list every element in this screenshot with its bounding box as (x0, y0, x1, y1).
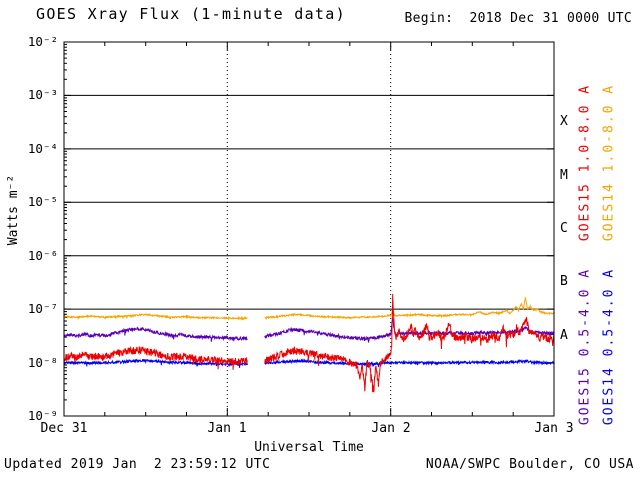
flare-class-letter: M (560, 168, 568, 183)
y-tick-label: 10⁻³ (27, 87, 58, 102)
series-trace-0 (264, 293, 555, 393)
plot-border (63, 41, 555, 417)
y-tick-label: 10⁻⁷ (27, 301, 58, 316)
credit-text: NOAA/SWPC Boulder, CO USA (425, 457, 634, 472)
updated-timestamp: Updated 2019 Jan 2 23:59:12 UTC (4, 457, 271, 472)
page-title: GOES Xray Flux (1-minute data) (36, 5, 346, 23)
series-trace-2 (63, 326, 248, 342)
y-tick-label: 10⁻⁵ (27, 194, 58, 209)
x-tick-label: Jan 3 (534, 421, 574, 436)
legend-goes15-long: GOES15 1.0-8.0 A (577, 83, 593, 242)
series-trace-2 (264, 317, 555, 343)
begin-timestamp: Begin: 2018 Dec 31 0000 UTC (404, 11, 632, 26)
series-trace-0 (63, 345, 248, 370)
series-trace-3 (63, 358, 248, 368)
legend-goes14-short: GOES14 0.5-4.0 A (601, 267, 617, 426)
x-axis-label: Universal Time (254, 440, 364, 455)
legend-goes14-long: GOES14 1.0-8.0 A (601, 83, 617, 242)
flare-class-letter: C (560, 221, 568, 236)
y-tick-label: 10⁻⁹ (27, 408, 58, 423)
x-tick-label: Jan 2 (371, 421, 411, 436)
y-tick-label: 10⁻² (27, 34, 58, 49)
flare-class-letter: A (560, 328, 568, 343)
flare-class-letter: X (560, 114, 568, 129)
series-trace-1 (264, 297, 555, 321)
series-trace-1 (63, 313, 248, 321)
legend-goes15-short: GOES15 0.5-4.0 A (577, 267, 593, 426)
flare-class-letter: B (560, 274, 568, 289)
y-tick-label: 10⁻⁴ (27, 141, 58, 156)
x-tick-label: Dec 31 (40, 421, 88, 436)
y-tick-label: 10⁻⁸ (27, 355, 58, 370)
x-tick-label: Jan 1 (207, 421, 247, 436)
y-tick-label: 10⁻⁶ (27, 248, 58, 263)
series-trace-3 (264, 358, 555, 368)
